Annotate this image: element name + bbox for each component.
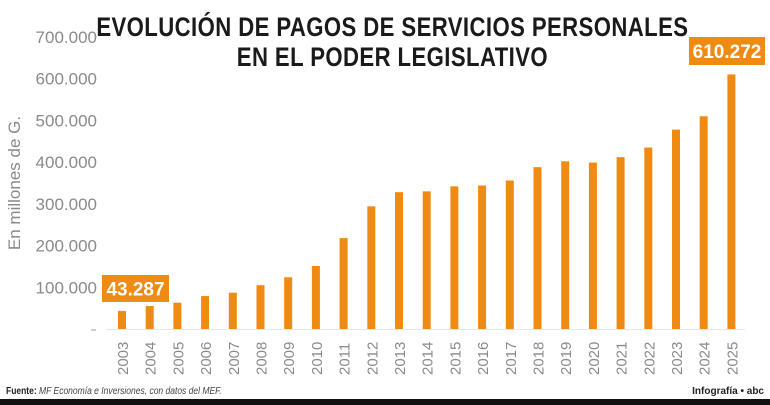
y-tick-label: 300.000 <box>36 195 97 214</box>
y-axis-title: En millones de G. <box>5 116 24 250</box>
x-tick-label: 2005 <box>170 342 187 375</box>
x-tick-label: 2019 <box>558 342 575 375</box>
bar-2012 <box>367 206 376 329</box>
y-tick-label: 600.000 <box>36 70 97 89</box>
x-tick-label: 2020 <box>586 342 603 375</box>
x-tick-label: 2009 <box>281 342 298 375</box>
bar-2022 <box>644 147 653 329</box>
x-tick-label: 2024 <box>697 342 714 375</box>
y-tick-label: 700.000 <box>36 28 97 47</box>
chart-title: EVOLUCIÓN DE PAGOS DE SERVICIOS PERSONAL… <box>71 12 715 72</box>
bar-2013 <box>395 192 403 329</box>
data-label-box-2003 <box>102 275 169 302</box>
bar-2015 <box>450 186 459 329</box>
source-label: Fuente: <box>6 386 37 397</box>
x-tick-label: 2017 <box>503 342 520 375</box>
bar-2003 <box>118 310 126 329</box>
bar-2014 <box>422 191 431 329</box>
data-label-2025: 610.272 <box>693 42 762 63</box>
bottom-bar <box>0 399 770 405</box>
y-tick-label: 400.000 <box>36 153 97 172</box>
bar-2004 <box>145 306 154 329</box>
y-tick-label: 200.000 <box>36 237 97 256</box>
chart-title-line-1: EVOLUCIÓN DE PAGOS DE SERVICIOS PERSONAL… <box>96 12 689 42</box>
x-tick-label: 2016 <box>475 342 492 375</box>
source-note: Fuente: MF Economía e Inversiones, con d… <box>6 386 222 397</box>
bar-2020 <box>588 162 597 329</box>
chart-title-line-2: EN EL PODER LEGISLATIVO <box>236 42 549 72</box>
x-tick-label: 2015 <box>447 342 464 375</box>
x-tick-label: 2021 <box>614 342 631 375</box>
source-text: MF Economía e Inversiones, con datos del… <box>39 386 222 397</box>
bar-2011 <box>339 238 348 329</box>
x-tick-label: 2018 <box>531 342 548 375</box>
x-tick-label: 2008 <box>254 342 271 375</box>
x-tick-label: 2006 <box>198 342 215 375</box>
x-tick-label: 2010 <box>309 342 326 375</box>
bar-2018 <box>533 167 542 329</box>
bar-2005 <box>173 302 182 329</box>
x-tick-label: 2013 <box>392 342 409 375</box>
bar-2019 <box>561 161 570 329</box>
data-label-box-2025 <box>689 37 765 65</box>
x-tick-label: 2023 <box>669 342 686 375</box>
bar-2021 <box>616 157 625 329</box>
bar-2024 <box>699 116 708 329</box>
x-tick-label: 2012 <box>364 342 381 375</box>
bar-2008 <box>256 285 265 329</box>
x-tick-label: 2011 <box>337 343 354 375</box>
y-tick-label: 500.000 <box>36 111 97 130</box>
y-tick-label: 100.000 <box>36 278 97 297</box>
bar-2016 <box>478 185 487 329</box>
bar-2009 <box>284 277 293 329</box>
bar-2023 <box>672 129 680 329</box>
x-tick-label: 2004 <box>143 342 160 375</box>
x-tick-label: 2003 <box>115 342 132 375</box>
bar-2006 <box>201 296 210 329</box>
data-label-2003: 43.287 <box>106 280 164 301</box>
bar-2025 <box>727 74 736 329</box>
x-tick-label: 2014 <box>420 342 437 375</box>
bar-2017 <box>505 180 514 329</box>
bar-2007 <box>228 292 237 329</box>
bar-2010 <box>311 266 320 329</box>
credit-logo: Infografía • abc <box>692 386 764 397</box>
x-tick-label: 2025 <box>724 342 741 375</box>
x-tick-label: 2007 <box>226 342 243 375</box>
x-tick-label: 2022 <box>641 342 658 375</box>
